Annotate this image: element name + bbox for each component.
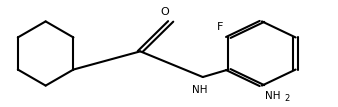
Text: 2: 2 [284, 94, 289, 103]
Text: O: O [160, 7, 169, 17]
Text: NH: NH [265, 91, 281, 101]
Text: F: F [217, 22, 223, 32]
Text: NH: NH [192, 85, 207, 94]
